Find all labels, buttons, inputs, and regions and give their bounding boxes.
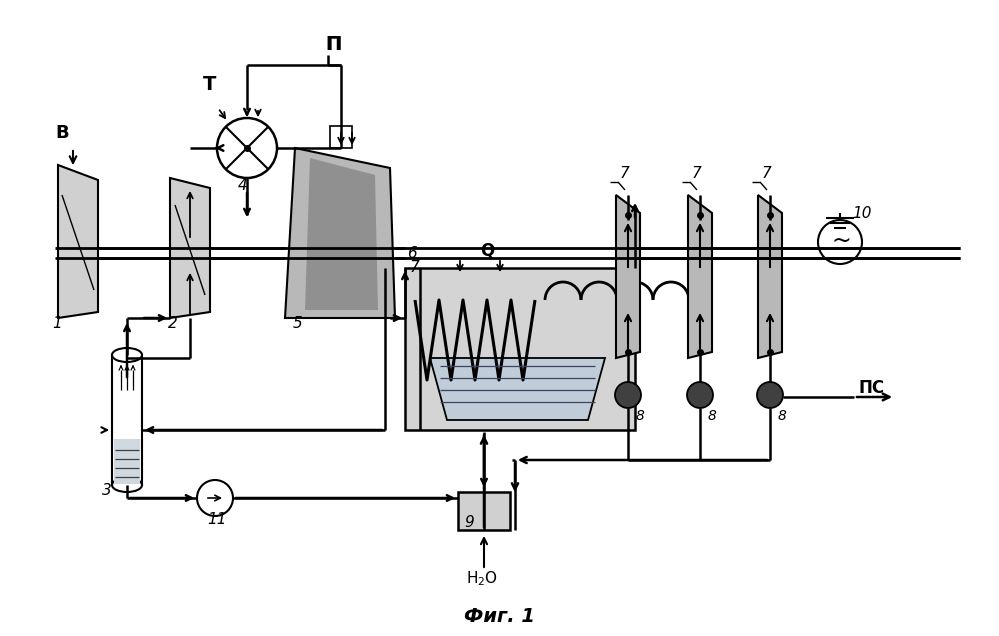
Text: 3: 3 — [102, 483, 112, 498]
Text: 8: 8 — [778, 409, 787, 423]
Text: ПС: ПС — [858, 379, 884, 397]
Bar — [112, 355, 142, 485]
Text: П: П — [325, 35, 342, 54]
Polygon shape — [305, 158, 378, 310]
Bar — [114, 439, 140, 484]
Text: Т: Т — [203, 75, 217, 94]
Circle shape — [197, 480, 233, 516]
Text: В: В — [55, 124, 69, 142]
Text: $\mathrm{H_2O}$: $\mathrm{H_2O}$ — [466, 569, 498, 588]
Circle shape — [757, 382, 783, 408]
Text: 10: 10 — [852, 206, 871, 221]
Text: 8: 8 — [708, 409, 717, 423]
Text: 7: 7 — [762, 166, 772, 181]
Polygon shape — [758, 195, 782, 358]
Text: 5: 5 — [293, 316, 303, 331]
Polygon shape — [285, 148, 395, 318]
Text: 11: 11 — [207, 512, 227, 527]
Bar — [405, 268, 635, 430]
Circle shape — [818, 220, 862, 264]
Text: 7: 7 — [692, 166, 701, 181]
Text: П: П — [325, 35, 342, 54]
Polygon shape — [170, 178, 210, 318]
Ellipse shape — [112, 478, 142, 492]
Text: 1: 1 — [52, 316, 62, 331]
Text: Фиг. 1: Фиг. 1 — [464, 607, 534, 626]
Text: 7: 7 — [620, 166, 629, 181]
Text: 2: 2 — [168, 316, 178, 331]
Text: 8: 8 — [636, 409, 645, 423]
Text: 9: 9 — [464, 515, 474, 530]
Circle shape — [687, 382, 713, 408]
Ellipse shape — [112, 348, 142, 362]
Bar — [330, 126, 352, 148]
Polygon shape — [688, 195, 712, 358]
Polygon shape — [430, 358, 605, 420]
Bar — [458, 492, 510, 530]
Text: 6: 6 — [407, 246, 417, 261]
Polygon shape — [616, 195, 640, 358]
Text: 7: 7 — [410, 260, 420, 275]
Circle shape — [615, 382, 641, 408]
Text: ~: ~ — [831, 229, 851, 253]
Text: 4: 4 — [238, 178, 248, 193]
Polygon shape — [58, 165, 98, 318]
Text: Q: Q — [480, 241, 495, 259]
Circle shape — [217, 118, 277, 178]
